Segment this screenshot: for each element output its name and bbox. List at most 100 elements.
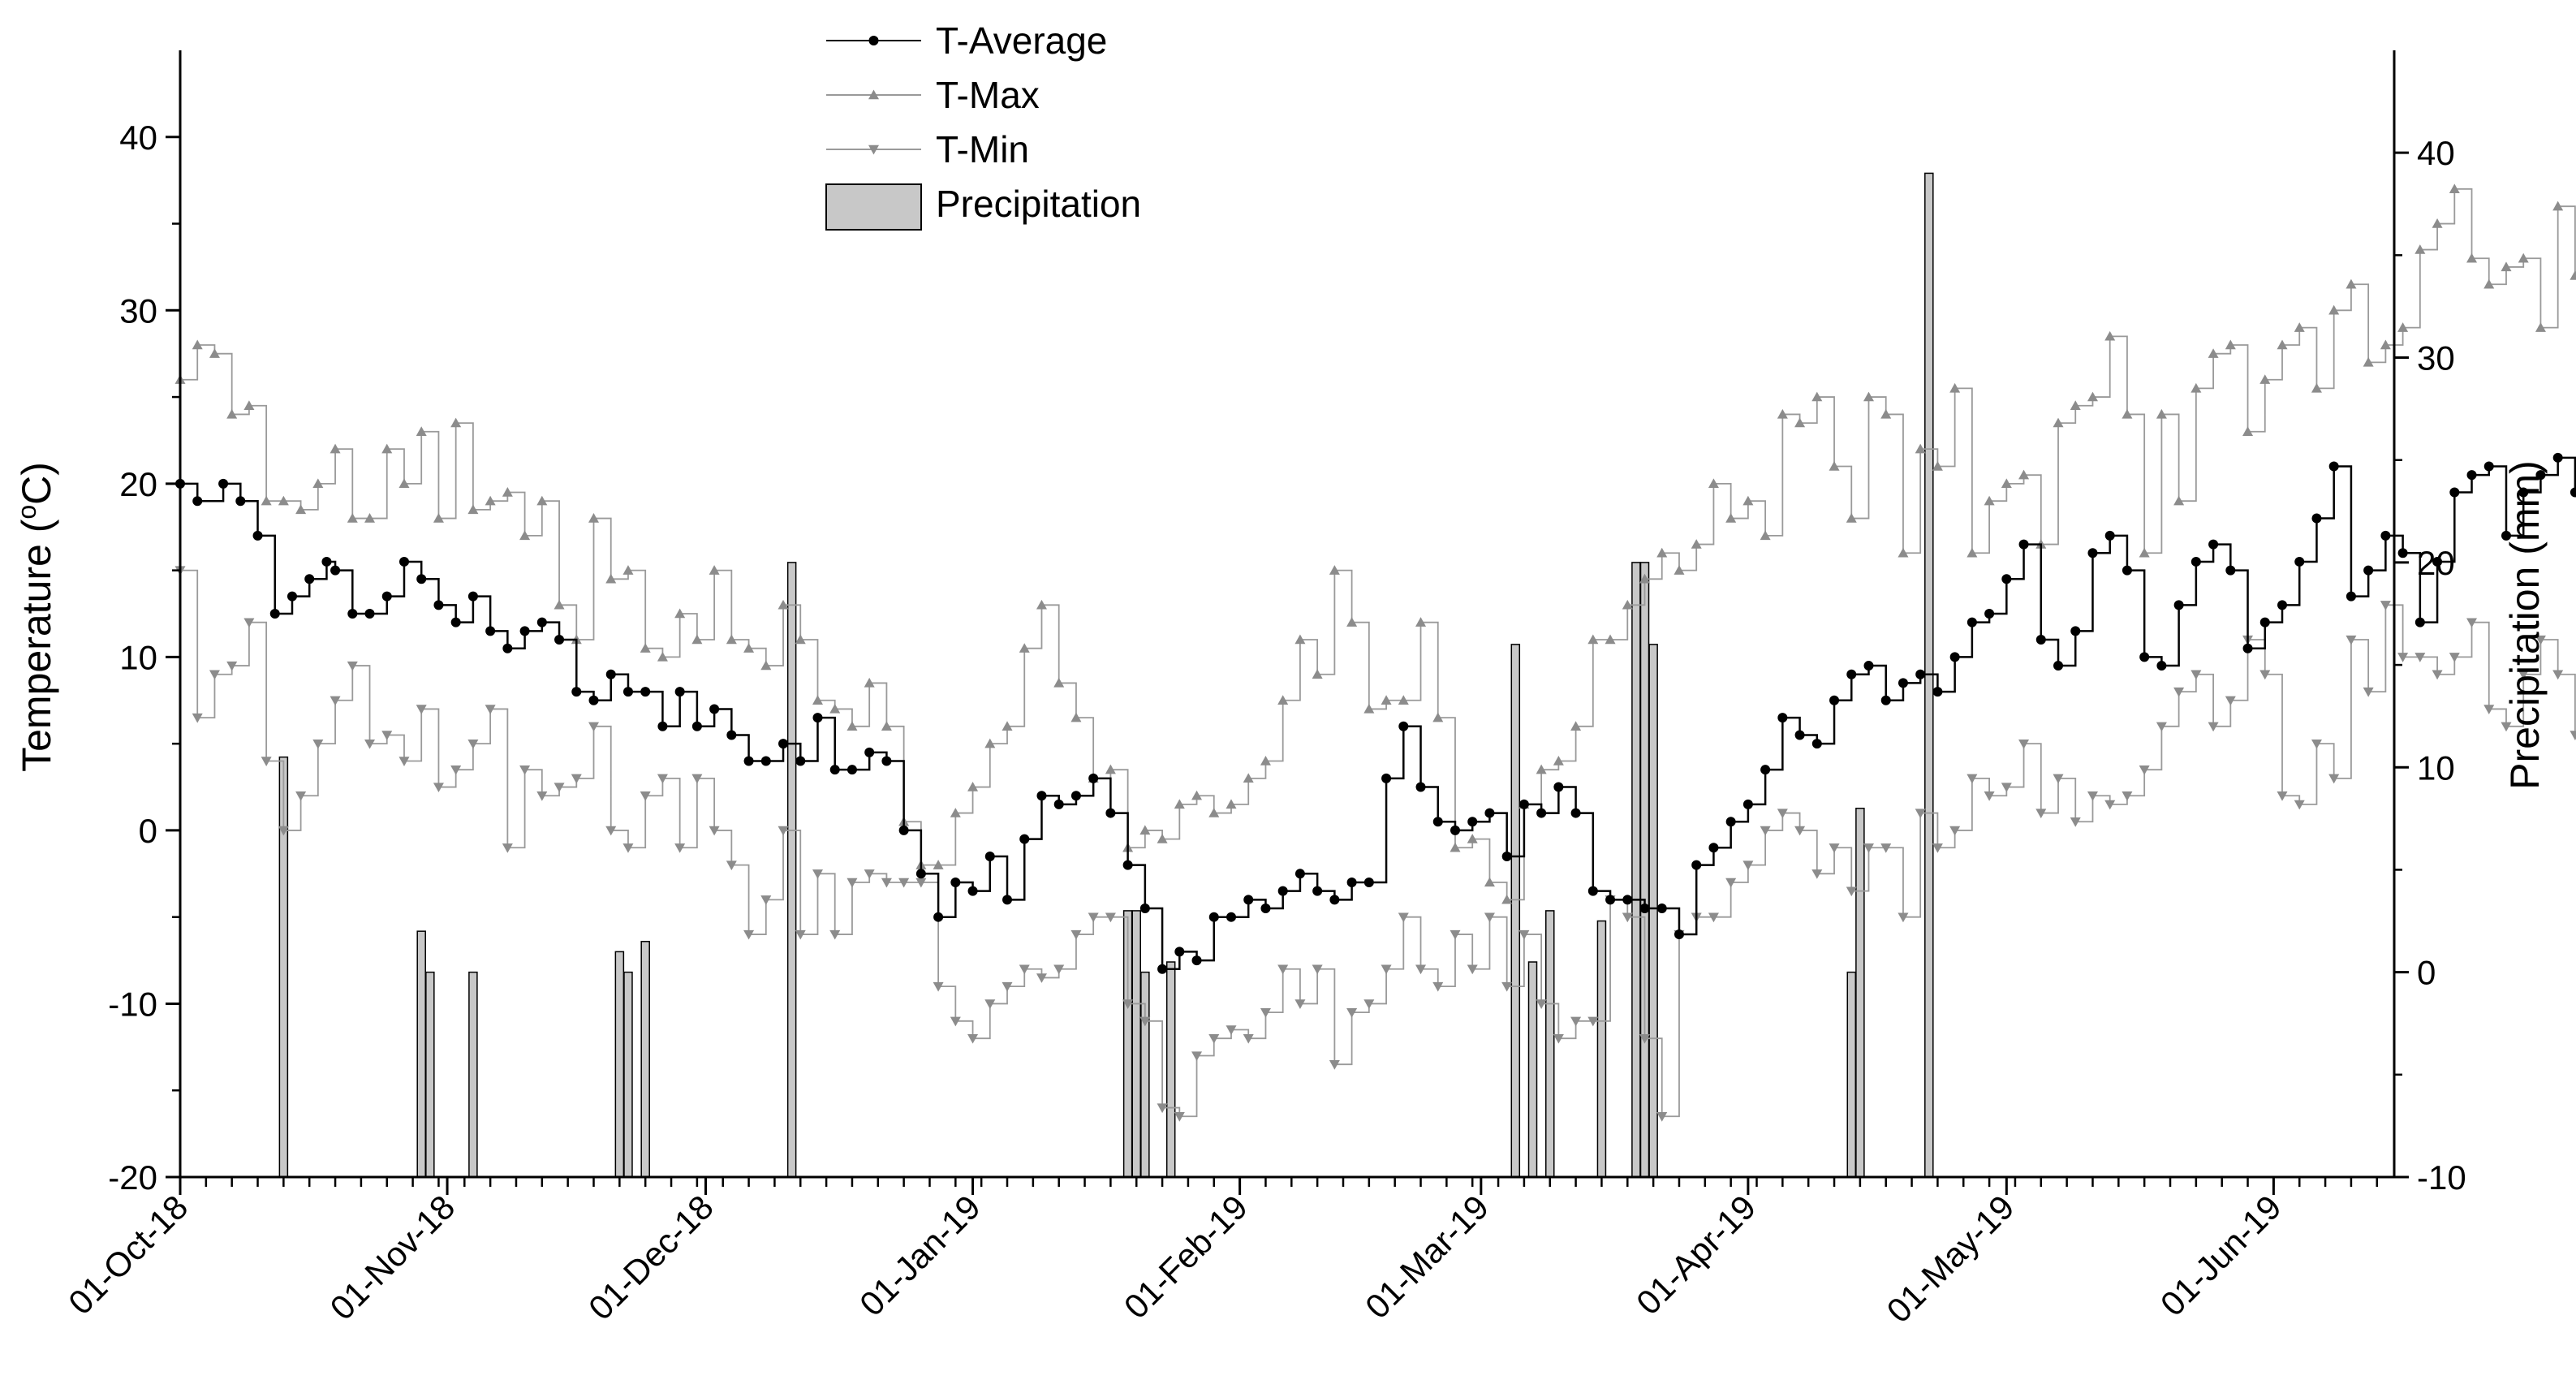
data-point-avg	[2449, 487, 2460, 498]
data-point-max	[1725, 513, 1737, 523]
data-point-avg	[674, 687, 685, 697]
data-point-max	[2294, 322, 2305, 332]
data-point-min	[2466, 618, 2478, 628]
data-point-max	[2501, 261, 2512, 272]
data-point-max	[2208, 348, 2219, 358]
data-point-avg	[2311, 513, 2322, 524]
data-point-avg	[1553, 782, 1564, 792]
data-point-min	[605, 826, 617, 836]
data-point-max	[1915, 443, 1926, 454]
data-point-avg	[1157, 964, 1168, 974]
precipitation-bar	[425, 971, 435, 1178]
data-point-max	[967, 782, 979, 791]
data-point-min	[950, 1016, 961, 1027]
data-point-avg	[2432, 556, 2443, 567]
data-point-max	[657, 651, 668, 662]
data-point-max	[1260, 756, 1271, 765]
data-point-min	[416, 705, 427, 714]
data-point-max	[2122, 408, 2133, 419]
data-point-min	[1794, 826, 1806, 836]
data-point-min	[1742, 860, 1754, 871]
data-point-max	[1794, 417, 1806, 428]
legend-marker-max	[868, 89, 879, 100]
precipitation-bar	[416, 930, 426, 1178]
data-point-min	[571, 774, 582, 784]
data-point-min	[2363, 687, 2374, 697]
data-point-min	[2139, 765, 2150, 775]
data-point-avg	[2466, 470, 2477, 481]
data-point-avg	[1105, 808, 1116, 818]
data-point-avg	[269, 609, 280, 619]
data-point-avg	[2104, 530, 2115, 541]
data-point-avg	[915, 869, 926, 879]
data-point-avg	[381, 591, 392, 602]
data-point-min	[1846, 886, 1857, 897]
data-point-max	[1553, 756, 1564, 765]
data-point-avg	[1484, 808, 1495, 818]
data-point-avg	[218, 478, 229, 489]
data-point-min	[1536, 999, 1547, 1009]
data-point-avg	[795, 756, 806, 766]
legend-label: T-Min	[936, 128, 1029, 170]
data-point-max	[364, 513, 376, 523]
data-point-min	[1226, 1025, 1237, 1035]
precipitation-bars	[278, 172, 1934, 1178]
data-point-max	[2087, 391, 2098, 402]
data-point-avg	[2414, 617, 2425, 627]
data-point-max	[1277, 695, 1289, 705]
data-point-avg	[846, 765, 857, 775]
data-point-min	[1467, 964, 1478, 975]
data-point-max	[243, 400, 255, 410]
data-point-min	[502, 843, 513, 853]
data-point-min	[657, 774, 668, 784]
data-point-avg	[1708, 843, 1719, 853]
data-point-max	[1570, 721, 1582, 731]
data-point-max	[605, 573, 617, 584]
data-point-min	[1260, 1007, 1271, 1018]
data-point-max	[1605, 634, 1616, 645]
data-point-max	[709, 565, 720, 575]
data-point-avg	[1725, 817, 1736, 827]
data-point-max	[2018, 469, 2030, 480]
data-point-avg	[1760, 765, 1771, 775]
x-tick-label: 01-Nov-18	[323, 1188, 463, 1327]
data-point-max	[1880, 408, 1892, 419]
data-point-min	[330, 696, 341, 706]
data-point-avg	[1019, 834, 1030, 844]
data-point-max	[1381, 695, 1392, 705]
x-tick-label: 01-Dec-18	[581, 1188, 721, 1327]
data-point-min	[1122, 999, 1134, 1009]
data-point-max	[2173, 495, 2185, 506]
data-point-max	[1501, 894, 1513, 904]
data-point-max	[2414, 244, 2426, 254]
data-point-min	[1036, 973, 1047, 983]
data-point-avg	[1415, 782, 1426, 792]
data-point-max	[1346, 617, 1358, 627]
data-point-avg	[2259, 617, 2270, 627]
data-point-avg	[2363, 565, 2374, 576]
data-point-min	[967, 1033, 979, 1044]
data-point-max	[1691, 539, 1702, 549]
data-point-avg	[2173, 600, 2184, 610]
data-point-avg	[2156, 661, 2167, 671]
data-point-max	[2139, 547, 2150, 558]
data-point-min	[1174, 1112, 1185, 1122]
data-point-max	[1243, 773, 1254, 783]
data-point-avg	[1226, 912, 1237, 922]
data-point-avg	[640, 687, 651, 697]
data-point-min	[864, 869, 875, 879]
data-point-avg	[1501, 851, 1512, 861]
y-tick-label: 20	[119, 465, 157, 503]
data-point-min	[1019, 964, 1030, 975]
data-point-avg	[1742, 799, 1753, 809]
legend-item-avg: T-Average	[826, 19, 1107, 62]
data-point-min	[2277, 791, 2288, 801]
data-point-max	[881, 721, 892, 731]
y2-tick-label: 20	[2417, 544, 2455, 582]
data-point-max	[347, 513, 358, 523]
data-point-avg	[2035, 635, 2046, 645]
data-point-min	[1053, 964, 1065, 975]
data-point-min	[450, 765, 462, 775]
legend-item-precip: Precipitation	[825, 183, 1141, 231]
data-point-max	[1432, 712, 1444, 722]
